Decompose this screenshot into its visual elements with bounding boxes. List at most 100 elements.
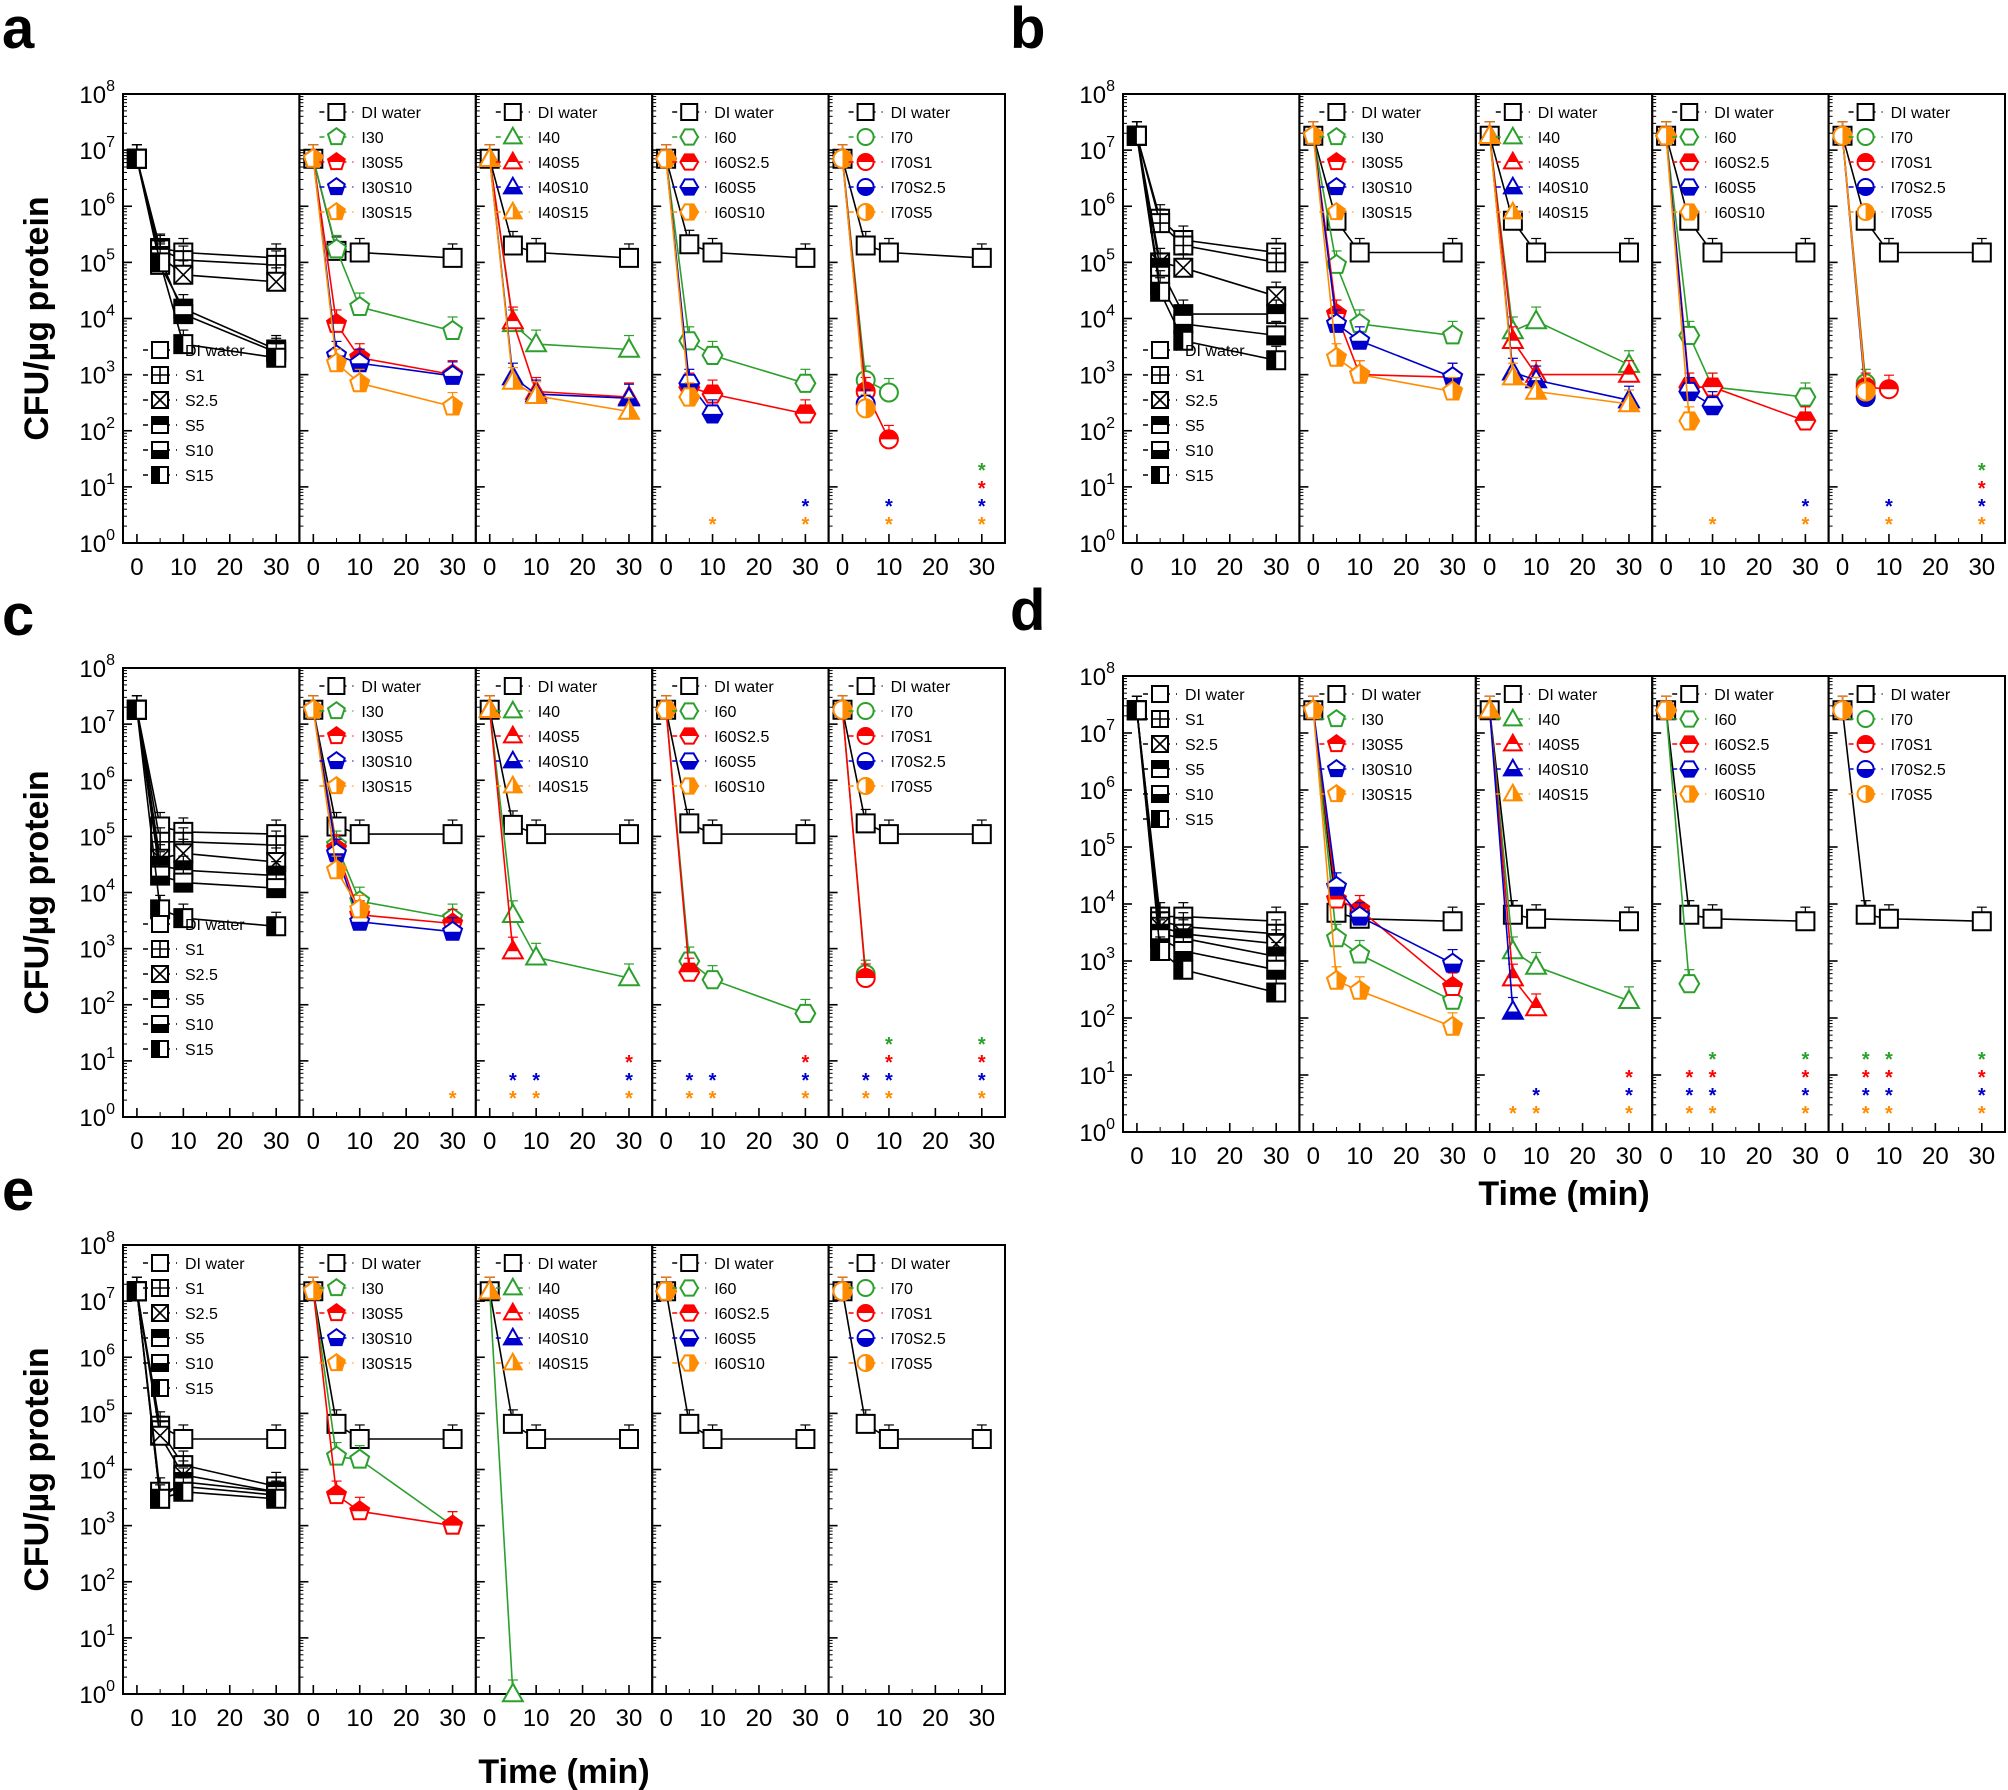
data-point (1524, 995, 1548, 1017)
significance-asterisk: * (1978, 1085, 1986, 1107)
data-point (126, 1281, 147, 1302)
legend-marker (1679, 735, 1700, 753)
legend-marker (1151, 341, 1169, 359)
series-line (1665, 135, 1806, 254)
data-point (442, 247, 463, 268)
significance-asterisk: * (532, 1070, 540, 1092)
series-line (1488, 710, 1630, 1002)
data-point (325, 859, 348, 880)
legend-entry: DI water (143, 341, 245, 360)
legend-entry: DI water (143, 915, 245, 934)
legend-label: DI water (185, 1256, 245, 1273)
significance-asterisk: * (685, 1088, 693, 1110)
data-point (701, 404, 724, 424)
legend-entry: I30S5 (319, 151, 403, 172)
legend-marker (856, 128, 875, 146)
significance-asterisk: * (1862, 1103, 1870, 1125)
legend-marker (502, 150, 524, 170)
legend-label: I60S5 (1714, 762, 1756, 779)
legend-entry: S1 (143, 1279, 205, 1298)
legend-marker (1856, 710, 1875, 728)
legend-entry: I60S10 (1672, 785, 1765, 804)
data-point (701, 970, 724, 990)
data-point (1266, 350, 1287, 371)
significance-asterisk: * (978, 1034, 986, 1056)
data-point (173, 1429, 194, 1449)
legend-label: I60S10 (714, 1356, 765, 1373)
legend-marker (151, 341, 169, 359)
data-point (524, 383, 548, 404)
y-tick-label: 100 (79, 527, 115, 558)
data-point (266, 1429, 287, 1449)
legend-marker (502, 749, 524, 769)
significance-asterisk: * (1885, 496, 1893, 518)
data-point (1266, 252, 1287, 273)
x-tick-label: 20 (569, 1705, 596, 1732)
series-line (1136, 710, 1277, 994)
data-point (832, 699, 853, 720)
data-point (325, 1445, 348, 1466)
legend-entry: I30 (319, 1277, 384, 1298)
legend-label: S2.5 (185, 1306, 218, 1323)
legend-entry: DI water (495, 1254, 598, 1273)
series-line (136, 1291, 277, 1493)
legend-label: DI water (1714, 687, 1774, 704)
legend-entry: S15 (1143, 810, 1214, 829)
data-point (150, 865, 171, 886)
series-line (488, 1291, 514, 1695)
legend-entry: I70 (1848, 128, 1913, 147)
legend-marker (326, 700, 346, 720)
legend-marker (1151, 760, 1169, 778)
legend-marker (1326, 708, 1346, 728)
legend-entry: I40S5 (495, 1301, 580, 1323)
data-point (878, 429, 899, 450)
legend-entry: DI water (495, 677, 598, 696)
x-tick-label: 20 (1922, 1143, 1949, 1170)
legend-entry: S5 (143, 990, 205, 1009)
legend-entry: I70S2.5 (848, 178, 946, 197)
subplot-e-5: 0 10 20 30 DI water I70 I70S1 I70S2.5 I70S5 (827, 1244, 1006, 1732)
significance-asterisk: * (709, 1088, 717, 1110)
legend-entry: I40S10 (495, 1326, 589, 1348)
legend-label: I40S15 (1538, 787, 1589, 804)
legend-entry: I70S5 (1848, 203, 1933, 222)
data-point (526, 824, 547, 845)
legend-entry: DI water (672, 677, 774, 696)
x-tick-label: 20 (922, 1128, 949, 1155)
data-point (617, 965, 641, 987)
legend-marker (1679, 178, 1700, 196)
legend-entry: DI water (1143, 341, 1245, 360)
significance-asterisk: * (978, 460, 986, 482)
x-tick-label: 20 (922, 554, 949, 581)
legend-marker (1326, 783, 1346, 803)
legend-entry: S15 (1143, 466, 1214, 485)
data-point (702, 1429, 723, 1449)
legend-label: DI water (185, 343, 245, 360)
significance-asterisk: * (1685, 1103, 1693, 1125)
legend-label: S5 (185, 992, 205, 1009)
legend-entry: I60S5 (672, 752, 756, 771)
legend-entry: I60S5 (1672, 178, 1756, 197)
legend-marker (1502, 150, 1524, 170)
x-tick-label: 10 (346, 554, 373, 581)
y-tick-label: 108 (79, 78, 115, 109)
legend-marker (1151, 416, 1169, 434)
x-tick-label: 30 (439, 1705, 466, 1732)
series-line (488, 158, 630, 413)
data-point (1349, 329, 1371, 350)
data-point (173, 304, 194, 325)
legend-marker (326, 725, 346, 745)
data-point (1526, 242, 1547, 263)
y-tick-label: 108 (79, 1229, 115, 1260)
legend-entry: I70S1 (848, 1304, 933, 1323)
legend-entry: S5 (143, 1329, 205, 1348)
legend-label: S5 (1185, 418, 1205, 435)
significance-asterisk: * (1801, 1067, 1809, 1089)
legend-label: I70 (891, 1281, 913, 1298)
series-i60s10 (1655, 695, 1678, 720)
legend-marker (502, 1276, 524, 1296)
data-point (526, 242, 547, 263)
legend-label: I60S5 (1714, 180, 1756, 197)
